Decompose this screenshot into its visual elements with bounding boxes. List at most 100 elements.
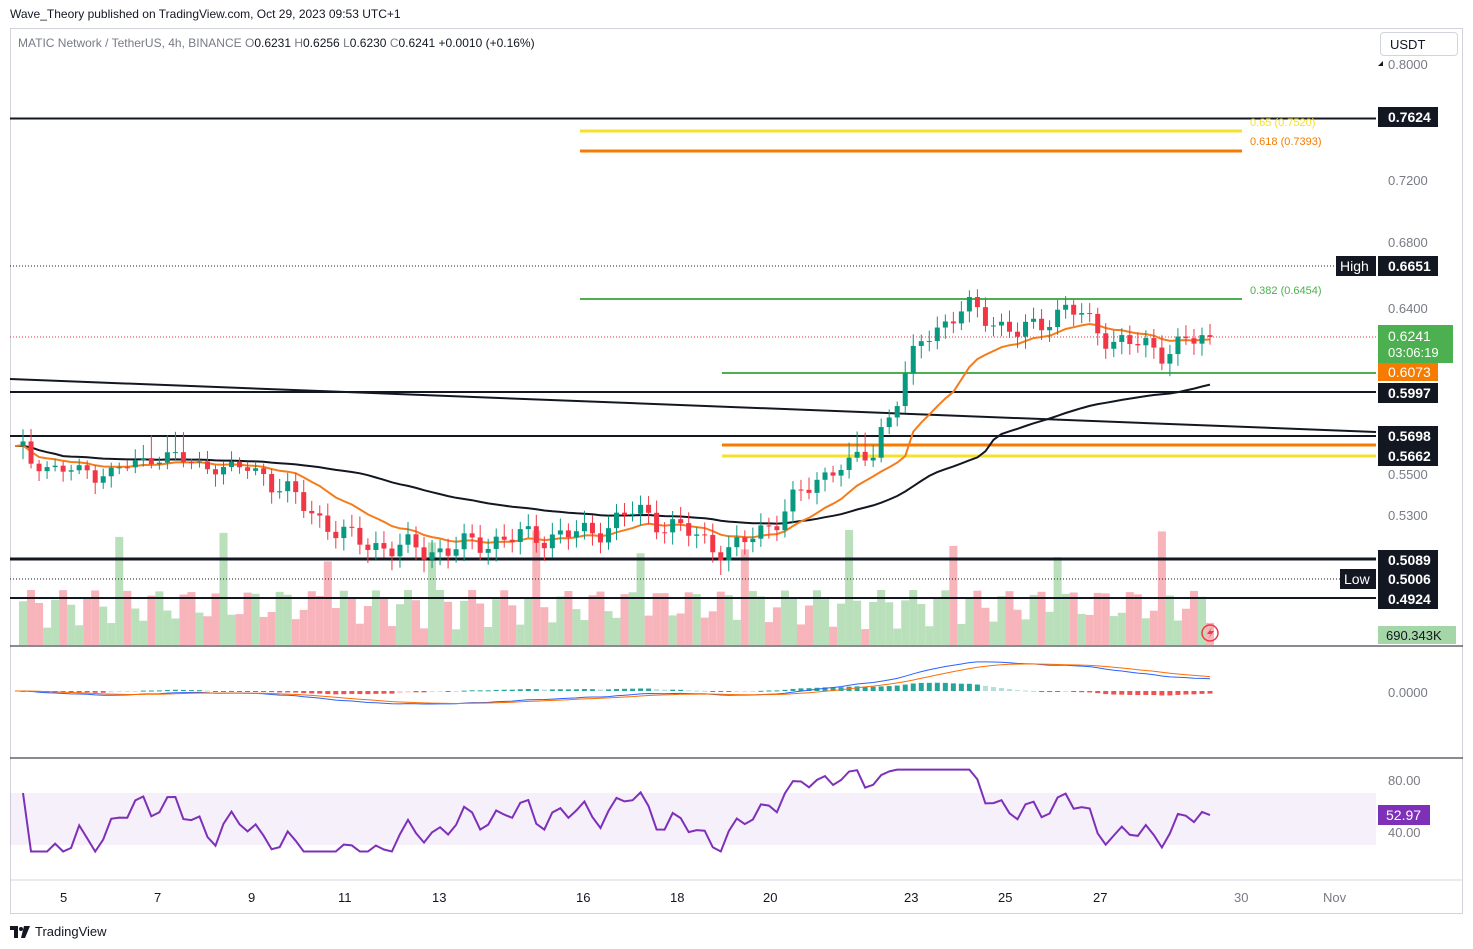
candle-body <box>966 296 972 312</box>
scale-marker-icon <box>1378 61 1383 66</box>
volume-bar <box>131 608 140 645</box>
candle-body <box>333 531 339 539</box>
fib-label-0618: 0.618 (0.7393) <box>1250 136 1322 148</box>
volume-bar <box>524 597 533 645</box>
rsi-tick: 80.00 <box>1388 773 1421 788</box>
macd-histogram-bar <box>317 691 323 694</box>
open-value: 0.6231 <box>254 36 292 50</box>
candle-body <box>862 451 868 461</box>
macd-histogram-bar <box>1175 691 1181 695</box>
candle-body <box>902 373 908 407</box>
macd-histogram-bar <box>381 691 387 694</box>
macd-histogram-bar <box>140 690 146 692</box>
macd-histogram-bar <box>517 689 523 691</box>
macd-histogram-bar <box>702 690 708 692</box>
volume-bar <box>516 624 525 645</box>
volume-bar <box>283 594 292 645</box>
candle-body <box>477 537 483 553</box>
macd-histogram-bar <box>124 691 130 692</box>
macd-histogram-bar <box>1079 691 1085 693</box>
volume-bar <box>1165 595 1174 645</box>
volume-bar <box>548 622 557 645</box>
macd-histogram-bar <box>974 684 980 691</box>
candle-body <box>36 463 42 472</box>
volume-bar <box>163 610 172 645</box>
candle-body <box>694 534 700 536</box>
time-tick: 16 <box>576 890 590 905</box>
lightning-alert-icon[interactable] <box>1201 624 1219 642</box>
time-tick: 18 <box>670 890 684 905</box>
macd-histogram-bar <box>1039 691 1045 692</box>
macd-histogram-bar <box>1111 691 1117 695</box>
volume-bar <box>1061 593 1070 645</box>
macd-histogram-bar <box>1047 691 1053 692</box>
macd-histogram-bar <box>533 689 539 691</box>
time-tick: 9 <box>248 890 255 905</box>
time-tick: 7 <box>154 890 161 905</box>
volume-bar <box>893 628 902 645</box>
macd-histogram-bar <box>589 689 595 691</box>
candle-body <box>213 469 219 475</box>
price-tick: 0.6400 <box>1388 301 1428 316</box>
macd-histogram-bar <box>221 691 227 692</box>
candle-body <box>116 467 122 469</box>
candle-body <box>910 345 916 374</box>
macd-histogram-bar <box>253 691 259 692</box>
trend-line <box>9 378 1377 433</box>
candle-body <box>814 479 820 493</box>
volume-bar <box>572 609 581 645</box>
volume-bar <box>780 590 789 645</box>
macd-histogram-bar <box>541 689 547 691</box>
candle-body <box>461 533 467 550</box>
macd-histogram-bar <box>349 691 355 694</box>
candle-body <box>20 441 26 446</box>
candle-body <box>830 472 836 476</box>
volume-bar <box>668 615 677 645</box>
candle-body <box>589 522 595 534</box>
candle-body <box>437 548 443 553</box>
macd-histogram-bar <box>1151 691 1157 696</box>
macd-histogram-bar <box>806 688 812 691</box>
volume-bar <box>219 532 228 645</box>
candle-body <box>942 321 948 328</box>
candle-body <box>1071 304 1077 315</box>
volume-bar <box>123 590 132 645</box>
current-price-box <box>1378 325 1453 363</box>
volume-bar <box>612 617 621 645</box>
macd-histogram-bar <box>998 687 1004 691</box>
time-tick: 23 <box>904 890 918 905</box>
macd-histogram-bar <box>750 691 756 692</box>
level-label-box <box>1378 426 1438 446</box>
candle-body <box>1015 331 1021 337</box>
candle-body <box>670 519 676 533</box>
macd-histogram-bar <box>373 691 379 694</box>
open-label: O <box>244 36 255 50</box>
volume-bar <box>716 591 725 645</box>
volume-bar <box>452 629 461 645</box>
candle-body <box>373 543 379 550</box>
volume-bar <box>580 620 589 645</box>
volume-bar <box>925 626 934 645</box>
macd-histogram-bar <box>485 690 491 692</box>
volume-bar <box>636 553 645 645</box>
macd-histogram-bar <box>1063 691 1069 692</box>
ema-label-box <box>1378 363 1438 381</box>
volume-bar <box>1109 616 1118 645</box>
volume-bar <box>323 561 332 645</box>
volume-bar <box>1029 594 1038 645</box>
currency-selector[interactable]: USDT <box>1380 32 1458 56</box>
candle-body <box>990 325 996 327</box>
volume-bar <box>227 614 236 645</box>
candle-body <box>846 457 852 470</box>
volume-bar <box>813 590 822 645</box>
macd-histogram-bar <box>493 689 499 691</box>
symbol-name: MATIC Network / TetherUS, 4h, BINANCE <box>18 36 242 50</box>
macd-histogram-bar <box>1191 691 1197 695</box>
macd-histogram-bar <box>180 689 186 691</box>
macd-histogram-bar <box>76 691 82 693</box>
rsi-band <box>10 793 1376 845</box>
high-label: H <box>294 36 304 50</box>
countdown: 03:06:19 <box>1388 345 1439 360</box>
chart-frame <box>10 28 1463 914</box>
